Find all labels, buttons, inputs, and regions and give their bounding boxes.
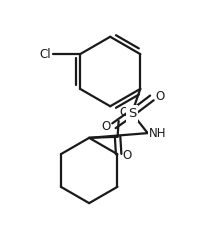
Text: O: O bbox=[156, 90, 165, 103]
Text: OH: OH bbox=[120, 106, 138, 119]
Text: Cl: Cl bbox=[39, 48, 51, 61]
Text: O: O bbox=[123, 149, 132, 162]
Text: S: S bbox=[128, 107, 136, 120]
Text: NH: NH bbox=[149, 127, 166, 140]
Text: O: O bbox=[101, 120, 110, 133]
